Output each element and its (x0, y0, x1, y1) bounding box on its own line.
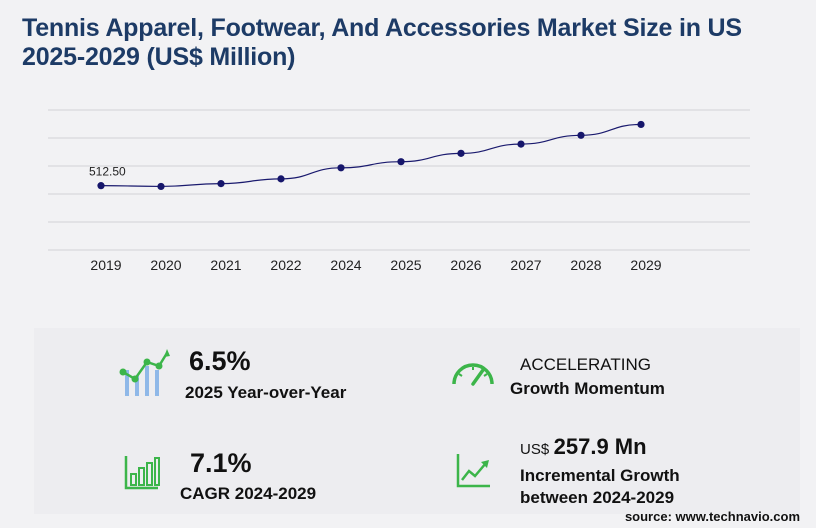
cagr-label: CAGR 2024-2029 (180, 484, 317, 503)
series-line (100, 123, 642, 188)
incremental-label-2: between 2024-2029 (520, 488, 675, 507)
data-point (577, 131, 585, 139)
cagr-value: 7.1% (190, 448, 252, 478)
bar-chart-icon (124, 456, 160, 490)
data-point (97, 182, 105, 190)
chart-title: Tennis Apparel, Footwear, And Accessorie… (22, 14, 742, 71)
data-point (277, 175, 285, 183)
incremental-label-1: Incremental Growth (520, 466, 680, 485)
line-chart: 512.50 2019 2020 2021 2022 2024 2025 2026 2027 2… (48, 109, 750, 273)
x-tick-label: 2029 (630, 257, 661, 273)
bar-line-growth-icon (119, 349, 170, 396)
data-labels: 512.50 (89, 165, 126, 179)
x-tick-label: 2020 (150, 257, 181, 273)
grid-lines (48, 109, 750, 251)
incremental-value-row: US$ 257.9 Mn (520, 434, 647, 460)
x-tick-label: 2022 (270, 257, 301, 273)
incremental-prefix: US$ (520, 441, 550, 458)
x-tick-label: 2025 (390, 257, 421, 273)
data-point (217, 180, 225, 188)
trend-up-icon (456, 454, 490, 488)
x-tick-label: 2026 (450, 257, 481, 273)
incremental-value: 257.9 Mn (553, 434, 647, 459)
data-point (457, 149, 465, 157)
speedometer-icon (452, 363, 494, 386)
x-tick-label: 2028 (570, 257, 601, 273)
yoy-value: 6.5% (189, 346, 251, 376)
data-point (637, 120, 645, 129)
data-point (337, 164, 345, 172)
x-tick-label: 2027 (510, 257, 541, 273)
momentum-label: Growth Momentum (510, 379, 665, 398)
data-point (157, 182, 165, 191)
data-label: 512.50 (89, 165, 126, 179)
yoy-label: 2025 Year-over-Year (185, 383, 347, 402)
x-tick-label: 2021 (210, 257, 241, 273)
x-tick-label: 2024 (330, 257, 361, 273)
source-credit: source: www.technavio.com (624, 509, 800, 524)
data-points (97, 120, 645, 191)
data-point (397, 158, 405, 166)
x-tick-label: 2019 (90, 257, 121, 273)
data-point (517, 140, 525, 148)
momentum-title: ACCELERATING (520, 355, 651, 374)
x-axis-ticks: 2019 2020 2021 2022 2024 2025 2026 2027 2028 2029 (90, 257, 661, 273)
stats-panel: 6.5% 2025 Year-over-Year ACCELERATING Gr… (34, 328, 800, 514)
